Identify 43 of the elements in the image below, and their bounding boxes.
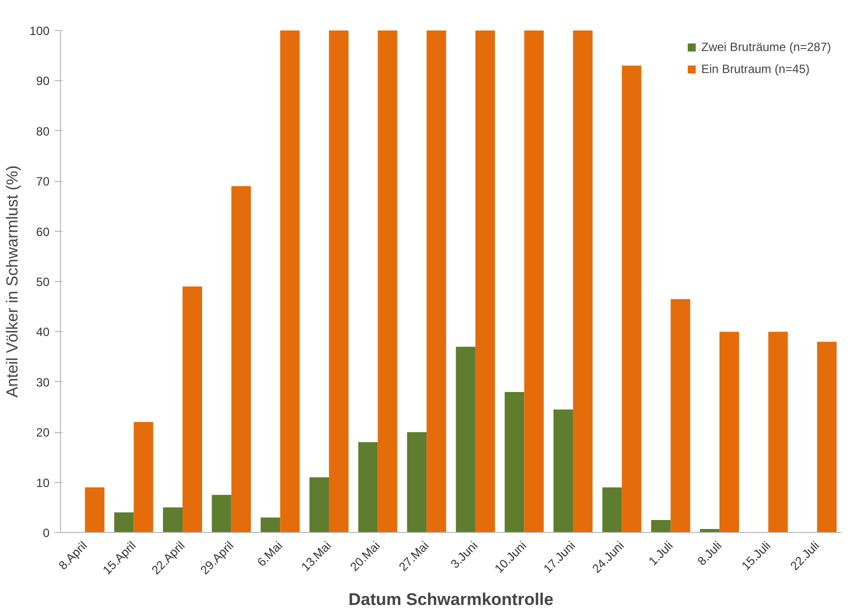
y-tick-label: 40 bbox=[36, 325, 50, 340]
bar bbox=[280, 30, 300, 532]
bar bbox=[426, 30, 446, 532]
y-tick-label: 60 bbox=[36, 224, 50, 239]
bar bbox=[309, 477, 329, 532]
bar bbox=[670, 299, 690, 532]
bar bbox=[114, 512, 134, 532]
y-tick-label: 80 bbox=[36, 124, 50, 138]
bar bbox=[554, 410, 574, 532]
bar bbox=[231, 186, 251, 532]
bar bbox=[212, 494, 232, 532]
y-tick-label: 0 bbox=[42, 526, 50, 540]
bar bbox=[358, 442, 378, 532]
bar bbox=[84, 487, 104, 532]
legend-label: Zwei Bruträume (n=287) bbox=[701, 40, 831, 54]
y-tick-label: 70 bbox=[36, 174, 50, 189]
legend-label: Ein Brutraum (n=45) bbox=[701, 62, 810, 76]
bar bbox=[719, 332, 739, 532]
bar bbox=[378, 30, 398, 532]
x-axis-title: Datum Schwarmkontrolle bbox=[348, 590, 554, 610]
bar bbox=[524, 30, 544, 532]
bar bbox=[407, 432, 427, 532]
bar bbox=[504, 392, 524, 532]
y-axis-title: Anteil Völker in Schwarmlust (%) bbox=[4, 165, 22, 398]
bar bbox=[163, 507, 183, 532]
y-tick-label: 50 bbox=[36, 275, 50, 289]
bar bbox=[475, 30, 495, 532]
bar bbox=[622, 66, 642, 532]
bar bbox=[651, 520, 671, 532]
bar bbox=[573, 30, 593, 532]
bar bbox=[456, 346, 476, 532]
y-tick-label: 30 bbox=[36, 375, 50, 390]
bar bbox=[768, 332, 788, 532]
y-tick-label: 100 bbox=[29, 24, 50, 38]
bar bbox=[328, 30, 348, 532]
bar bbox=[602, 487, 622, 532]
y-tick-label: 90 bbox=[36, 74, 50, 88]
y-tick-label: 10 bbox=[36, 476, 50, 490]
bar bbox=[260, 517, 280, 532]
y-tick-label: 20 bbox=[36, 426, 50, 440]
bar bbox=[817, 342, 837, 532]
bar bbox=[182, 286, 202, 532]
bar bbox=[134, 422, 154, 532]
